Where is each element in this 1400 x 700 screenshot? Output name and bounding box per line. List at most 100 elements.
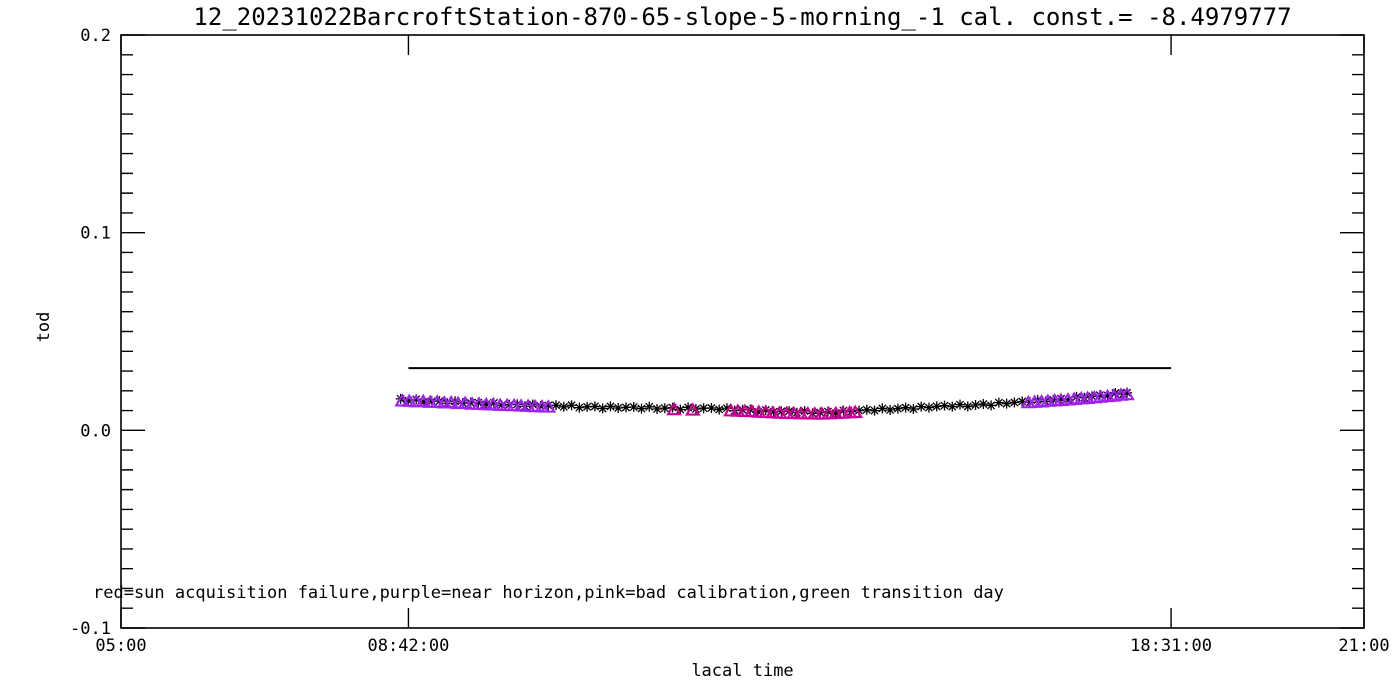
- data-point: [605, 401, 616, 412]
- data-point: [613, 402, 624, 413]
- data-point: [411, 394, 422, 405]
- data-point: [931, 401, 942, 412]
- data-point: [558, 401, 569, 412]
- data-point: [535, 401, 546, 412]
- data-point: [543, 400, 554, 411]
- data-point: [496, 400, 507, 411]
- data-point: [1102, 390, 1113, 401]
- data-point: [877, 403, 888, 414]
- data-point: [721, 403, 732, 414]
- data-point: [520, 398, 536, 412]
- data-point: [443, 394, 459, 409]
- chart-title: 12_20231022BarcroftStation-870-65-slope-…: [193, 3, 1292, 31]
- data-point: [923, 402, 934, 413]
- data-point: [847, 404, 863, 418]
- data-point: [597, 403, 608, 414]
- data-point: [675, 404, 686, 415]
- y-axis-label: tod: [34, 311, 54, 343]
- data-point: [566, 400, 577, 411]
- data-point: [582, 401, 593, 412]
- y-tick-label: 0.2: [80, 26, 111, 46]
- data-point: [706, 402, 717, 413]
- x-axis-label: lacal time: [691, 661, 794, 681]
- data-point: [620, 402, 631, 413]
- data-point: [764, 404, 781, 419]
- data-point: [908, 403, 919, 414]
- data-point: [551, 400, 562, 411]
- x-tick-label: 21:00: [1338, 636, 1389, 656]
- data-point: [652, 403, 663, 414]
- data-point: [900, 402, 911, 413]
- data-point: [799, 405, 810, 416]
- data-point: [506, 397, 522, 412]
- data-point: [401, 393, 418, 407]
- data-point: [698, 403, 709, 414]
- data-point: [753, 406, 764, 417]
- data-point: [714, 404, 725, 415]
- data-point: [628, 402, 639, 413]
- data-point: [947, 401, 958, 412]
- data-point: [659, 403, 670, 414]
- data-point: [471, 396, 487, 410]
- data-point: [1119, 386, 1135, 401]
- data-point: [993, 397, 1004, 408]
- data-point: [892, 403, 903, 414]
- color-legend-annotation: red=sun acquisition failure,purple=near …: [93, 583, 1004, 603]
- data-point: [481, 399, 492, 410]
- data-point: [1009, 397, 1020, 408]
- data-point: [962, 401, 973, 412]
- data-point: [684, 402, 701, 416]
- data-point: [830, 408, 841, 419]
- data-point: [589, 401, 600, 412]
- data-point: [574, 402, 585, 413]
- data-point: [955, 399, 966, 410]
- y-tick-label: -0.1: [70, 619, 111, 639]
- data-point: [822, 406, 833, 417]
- data-point: [869, 405, 880, 416]
- data-point: [1122, 387, 1133, 398]
- data-point: [743, 403, 760, 418]
- y-tick-label: 0.1: [80, 224, 111, 244]
- data-point: [768, 406, 779, 417]
- data-point: [415, 393, 432, 408]
- data-point: [403, 395, 414, 406]
- data-point: [854, 405, 865, 416]
- data-point: [683, 402, 694, 413]
- data-point: [970, 400, 981, 411]
- x-tick-label: 05:00: [95, 636, 146, 656]
- data-point: [1024, 397, 1035, 408]
- data-point: [723, 402, 739, 417]
- data-point: [488, 397, 499, 408]
- data-point: [939, 400, 950, 411]
- x-tick-label: 18:31:00: [1130, 636, 1212, 656]
- data-point: [644, 401, 655, 412]
- data-point: [885, 404, 896, 415]
- data-point: [473, 397, 484, 408]
- data-point: [540, 399, 557, 413]
- data-point: [429, 394, 446, 408]
- data-point: [978, 399, 989, 410]
- data-point: [666, 401, 682, 416]
- data-point: [986, 400, 997, 411]
- data-point: [1001, 398, 1012, 409]
- plot-frame: [120, 34, 1365, 629]
- data-point: [636, 403, 647, 414]
- data-point: [757, 404, 774, 418]
- y-tick-label: 0.0: [80, 421, 111, 441]
- data-point: [1017, 396, 1028, 407]
- data-point: [1056, 393, 1067, 404]
- series-near_horizon: [394, 386, 1135, 413]
- data-point: [1094, 390, 1105, 401]
- data-point: [916, 401, 927, 412]
- data-point: [1063, 394, 1074, 405]
- data-point: [760, 404, 771, 415]
- x-tick-label: 08:42:00: [367, 636, 449, 656]
- data-point: [457, 395, 473, 409]
- data-point: [394, 393, 411, 407]
- data-point: [418, 396, 429, 407]
- data-point: [485, 397, 501, 411]
- series-bad_calibration: [666, 401, 863, 420]
- data-point: [861, 404, 872, 415]
